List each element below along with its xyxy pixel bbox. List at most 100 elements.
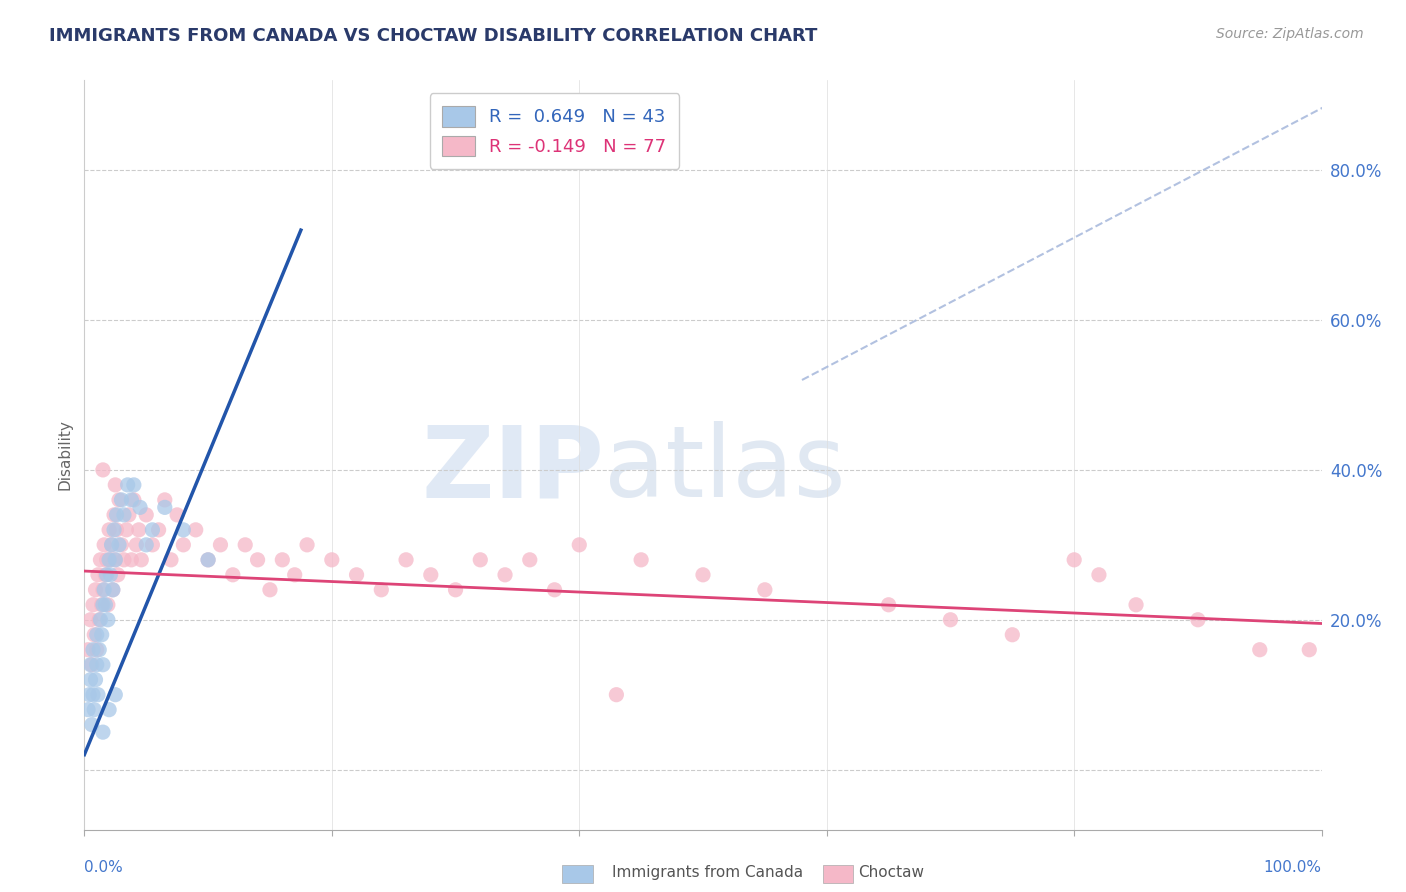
Point — [96, 567, 118, 582]
Point — [83, 628, 105, 642]
Point — [118, 508, 141, 522]
Point — [197, 553, 219, 567]
Point — [692, 567, 714, 582]
Point — [101, 582, 124, 597]
Text: Source: ZipAtlas.com: Source: ZipAtlas.com — [1216, 27, 1364, 41]
Point — [90, 598, 112, 612]
Point — [129, 500, 152, 515]
Point — [120, 492, 142, 507]
Point — [84, 582, 107, 597]
Point — [122, 478, 145, 492]
Point — [104, 553, 127, 567]
Point — [117, 478, 139, 492]
Point — [79, 688, 101, 702]
Text: Choctaw: Choctaw — [858, 865, 924, 880]
Point — [135, 508, 157, 522]
Point — [568, 538, 591, 552]
Point — [100, 538, 122, 552]
Point — [108, 492, 131, 507]
Text: Immigrants from Canada: Immigrants from Canada — [612, 865, 803, 880]
Point — [877, 598, 900, 612]
Point — [80, 657, 103, 672]
Point — [87, 567, 110, 582]
Point — [128, 523, 150, 537]
Point — [89, 613, 111, 627]
Point — [110, 538, 132, 552]
Text: 0.0%: 0.0% — [84, 860, 124, 874]
Point — [160, 553, 183, 567]
Point — [153, 500, 176, 515]
Point — [103, 523, 125, 537]
Point — [166, 508, 188, 522]
Point — [370, 582, 392, 597]
Point — [91, 598, 114, 612]
Point — [321, 553, 343, 567]
Point — [107, 567, 129, 582]
Point — [419, 567, 441, 582]
Point — [470, 553, 492, 567]
Point — [444, 582, 467, 597]
Point — [93, 582, 115, 597]
Point — [91, 725, 114, 739]
Point — [1088, 567, 1111, 582]
Point — [122, 492, 145, 507]
Point — [86, 628, 108, 642]
Point — [94, 598, 117, 612]
Point — [91, 463, 114, 477]
Point — [79, 657, 101, 672]
Point — [395, 553, 418, 567]
Point — [77, 703, 100, 717]
Point — [83, 703, 105, 717]
Point — [172, 523, 194, 537]
Point — [89, 553, 111, 567]
Point — [90, 628, 112, 642]
Point — [494, 567, 516, 582]
Text: 100.0%: 100.0% — [1264, 860, 1322, 874]
Point — [79, 673, 101, 687]
Point — [519, 553, 541, 567]
Point — [97, 598, 120, 612]
Point — [233, 538, 256, 552]
Point — [105, 523, 128, 537]
Point — [103, 508, 125, 522]
Point — [246, 553, 269, 567]
Point — [605, 688, 627, 702]
Point — [98, 553, 121, 567]
Point — [112, 553, 135, 567]
Point — [89, 642, 111, 657]
Point — [197, 553, 219, 567]
Point — [86, 642, 108, 657]
Point — [259, 582, 281, 597]
Point — [105, 508, 128, 522]
Point — [82, 688, 104, 702]
Point — [1001, 628, 1024, 642]
Point — [135, 538, 157, 552]
Point — [97, 613, 120, 627]
Point — [939, 613, 962, 627]
Point — [346, 567, 368, 582]
Point — [100, 538, 122, 552]
Point — [172, 538, 194, 552]
Point — [141, 538, 163, 552]
Point — [1249, 642, 1271, 657]
Point — [129, 553, 152, 567]
Point — [77, 642, 100, 657]
Point — [79, 613, 101, 627]
Point — [543, 582, 565, 597]
Point — [184, 523, 207, 537]
Point — [104, 478, 127, 492]
Point — [1187, 613, 1209, 627]
Point — [115, 523, 138, 537]
Point — [120, 553, 142, 567]
Point — [87, 688, 110, 702]
Point — [112, 508, 135, 522]
Point — [104, 688, 127, 702]
Point — [86, 657, 108, 672]
Point — [754, 582, 776, 597]
Point — [104, 553, 127, 567]
Point — [110, 492, 132, 507]
Point — [125, 538, 148, 552]
Point — [148, 523, 170, 537]
Point — [1298, 642, 1320, 657]
Text: ZIP: ZIP — [422, 421, 605, 518]
